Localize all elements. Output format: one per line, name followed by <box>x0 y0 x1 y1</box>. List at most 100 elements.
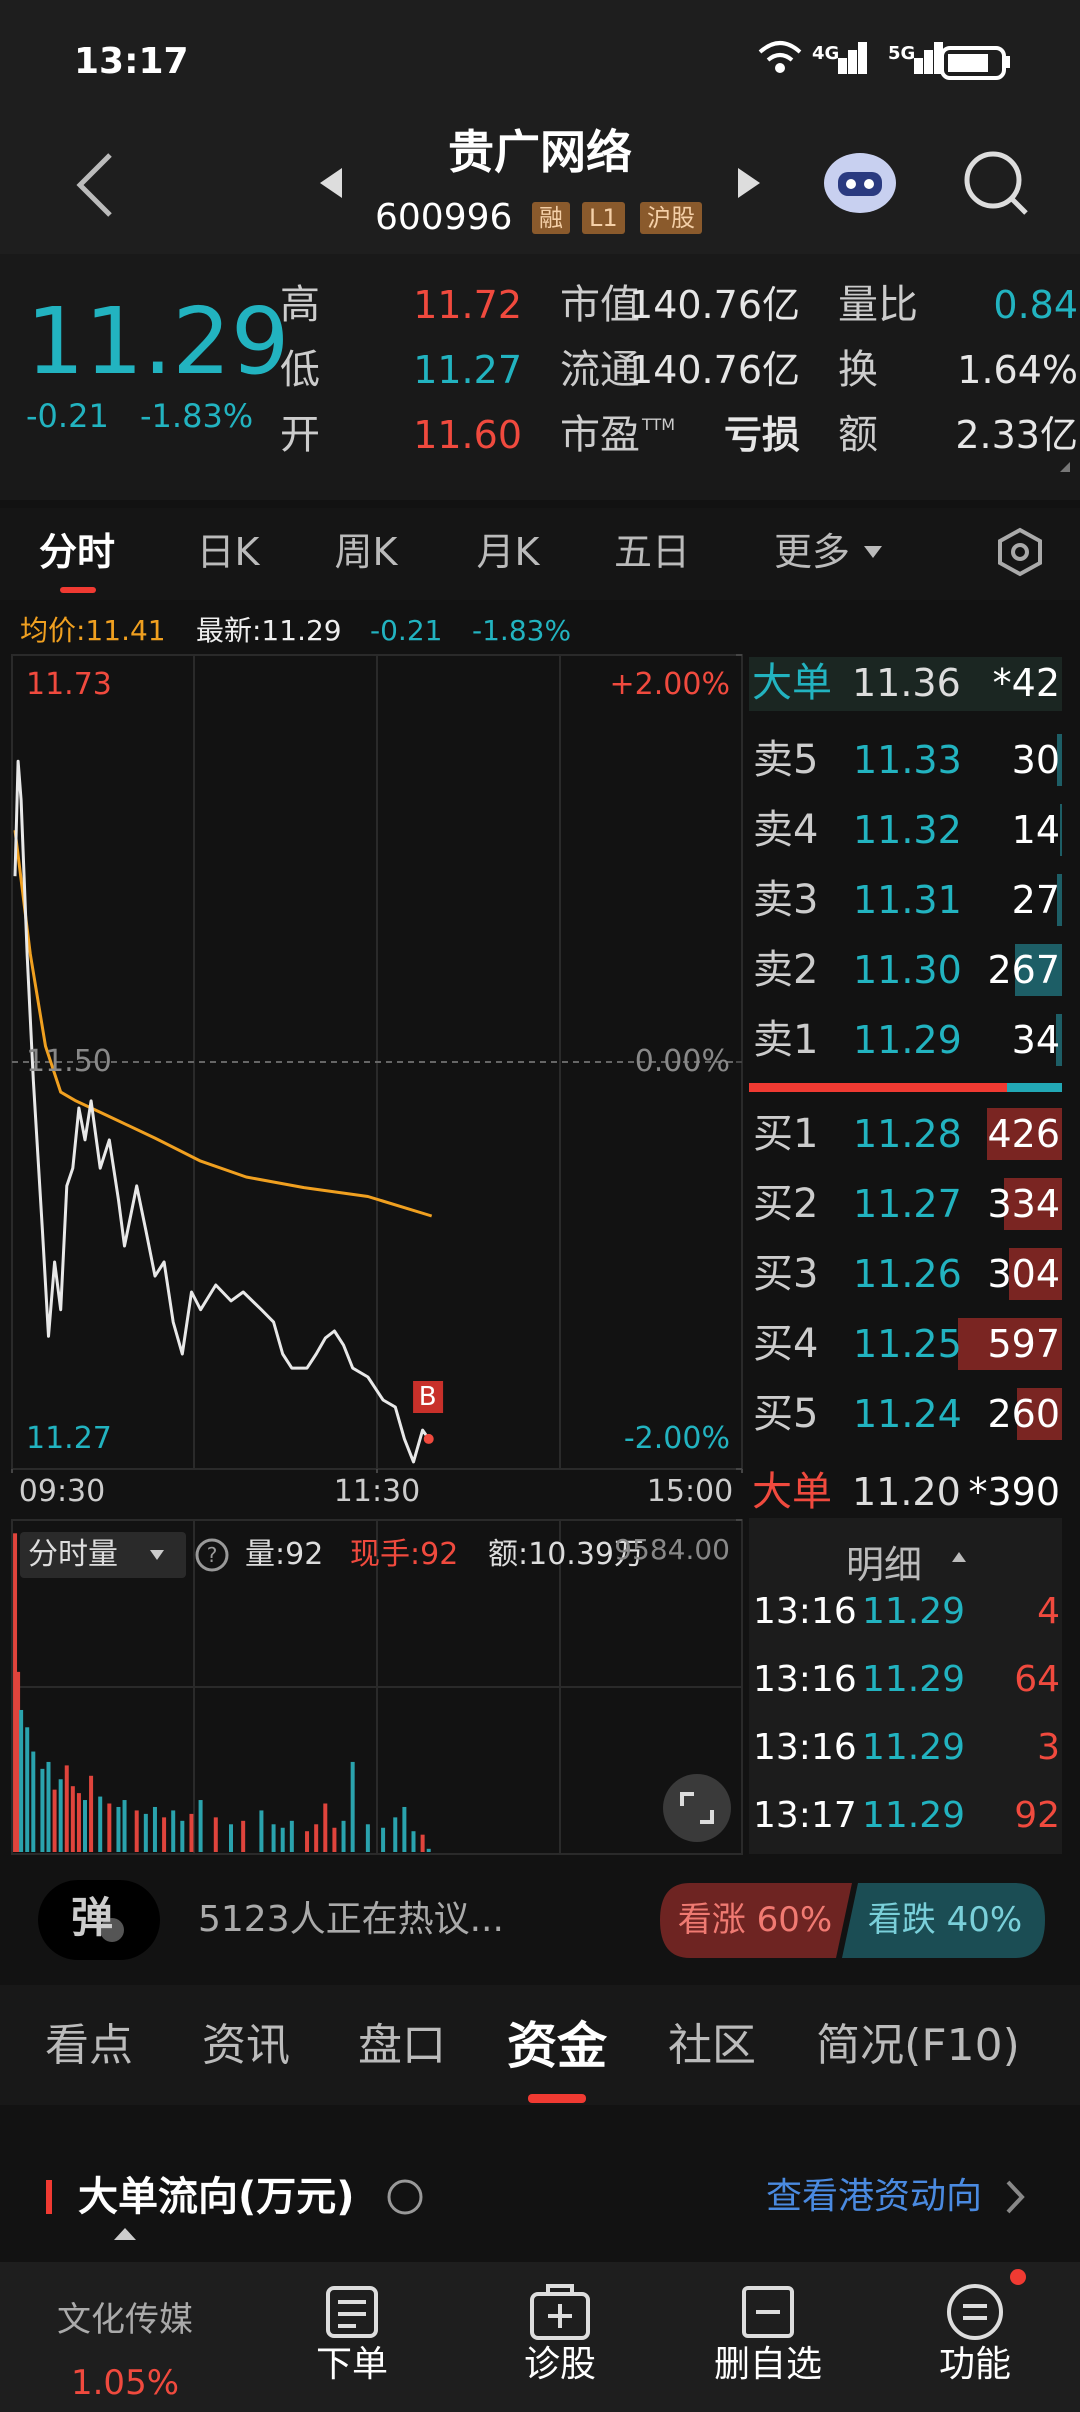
volume-bar <box>365 1824 370 1852</box>
search-button[interactable] <box>964 151 1028 215</box>
section-tab[interactable]: 社区 <box>668 2020 756 2071</box>
book-label: 卖3 <box>753 877 819 923</box>
chart-tab[interactable]: 分时 <box>38 530 116 574</box>
volume-bar <box>171 1810 176 1852</box>
depth-bar <box>1015 944 1062 996</box>
volume-bar <box>402 1806 407 1852</box>
status-icons <box>758 41 1010 80</box>
stat-label: 流通 <box>560 347 640 393</box>
discussion-text[interactable]: 5123人正在热议... <box>198 1899 504 1940</box>
quote-panel <box>0 254 1080 500</box>
section-tab[interactable]: 看点 <box>45 2020 133 2071</box>
volume-bar <box>271 1824 276 1852</box>
stat-value: 140.76亿 <box>629 348 800 392</box>
book-price: 11.24 <box>853 1392 962 1436</box>
big-order-price: 11.36 <box>852 661 961 705</box>
stat-value: 140.76亿 <box>629 283 800 327</box>
settings-dot <box>1011 543 1029 561</box>
hk-flow-link[interactable]: 查看港资动向 <box>765 2176 982 2217</box>
section-tab[interactable]: 盘口 <box>358 2020 446 2071</box>
stat-label: 换 <box>838 347 878 393</box>
volume-bar <box>411 1831 416 1852</box>
chart-tab[interactable]: 月K <box>476 530 540 574</box>
nav-item[interactable]: 功能 <box>938 2344 1012 2385</box>
stat-label: 市盈 <box>560 412 640 458</box>
stat-value: 0.84 <box>993 283 1078 327</box>
more-arrow <box>864 546 882 558</box>
back-button[interactable] <box>76 153 112 217</box>
stat-label: 高 <box>280 282 320 328</box>
book-price: 11.29 <box>853 1018 962 1062</box>
avg-price: 均价:11.41 <box>20 614 166 647</box>
chart-tab[interactable]: 日K <box>196 530 260 574</box>
help-icon[interactable] <box>195 1538 229 1572</box>
depth-bar <box>1059 804 1062 856</box>
avatar-pill[interactable] <box>38 1880 160 1960</box>
chart-tab[interactable]: 五日 <box>613 530 691 574</box>
notice-dot <box>1010 2269 1026 2285</box>
depth-bar <box>987 1108 1062 1160</box>
book-price: 11.32 <box>853 808 962 852</box>
book-volume: 14 <box>1011 808 1060 852</box>
depth-bar <box>1056 1014 1062 1066</box>
volume-bar <box>19 1709 24 1852</box>
bear-button[interactable] <box>842 1883 1045 1958</box>
prev-stock[interactable] <box>320 168 342 198</box>
bull-button[interactable] <box>660 1883 852 1958</box>
volume-bar <box>58 1779 63 1852</box>
section-title: 大单流向(万元) <box>78 2174 355 2220</box>
expand-button[interactable] <box>663 1774 731 1842</box>
bull-label[interactable]: 看涨 60% <box>677 1900 833 1940</box>
info-icon[interactable] <box>387 2179 423 2215</box>
tab-indicator <box>60 587 96 593</box>
link-chevron <box>1006 2180 1025 2214</box>
volume-bar <box>116 1806 121 1852</box>
sector-name[interactable]: 文化传媒 <box>57 2300 193 2340</box>
nav-item[interactable]: 诊股 <box>523 2344 597 2385</box>
help-glyph: ? <box>207 1543 218 1567</box>
stat-label: 市值 <box>560 282 640 328</box>
latest-change-pct: -1.83% <box>472 614 572 647</box>
volume-bar <box>98 1796 103 1852</box>
book-price: 11.33 <box>853 738 962 782</box>
book-label: 买4 <box>753 1321 819 1367</box>
y-tick-label: 11.27 <box>26 1421 112 1456</box>
avatar-badge <box>100 1918 124 1942</box>
last-price: 11.29 <box>26 288 290 395</box>
settings-button[interactable] <box>998 527 1042 577</box>
section-tab[interactable]: 资讯 <box>202 2020 290 2071</box>
volume-bar <box>162 1817 167 1852</box>
book-volume: 426 <box>987 1112 1060 1156</box>
latest-price: 最新:11.29 <box>196 614 342 647</box>
section-tab[interactable]: 简况(F10) <box>816 2020 1020 2071</box>
amount-now: 额:10.39万 <box>488 1537 644 1572</box>
volume-bar <box>31 1751 36 1852</box>
stat-label: 量比 <box>838 282 918 328</box>
nav-item[interactable]: 下单 <box>315 2344 389 2385</box>
book-volume: 34 <box>1011 1018 1060 1062</box>
depth-bar <box>957 1318 1062 1370</box>
volume-selector-label[interactable]: 分时量 <box>28 1537 118 1572</box>
bear-label[interactable]: 看跌 40% <box>867 1900 1023 1940</box>
avatar[interactable]: 弹 <box>70 1893 114 1942</box>
y-tick-label: 11.73 <box>26 667 112 702</box>
sort-arrow <box>952 1552 966 1562</box>
big-order-label: 大单 <box>752 660 832 706</box>
section-tab[interactable]: 资金 <box>507 2017 607 2075</box>
chart-tab[interactable]: 周K <box>334 530 398 574</box>
section-marker <box>46 2180 52 2214</box>
nav-item[interactable]: 删自选 <box>713 2344 823 2385</box>
volume-bar <box>289 1820 294 1852</box>
next-stock[interactable] <box>738 168 760 198</box>
chart-tab[interactable]: 更多 <box>773 530 851 574</box>
stock-name: 贵广网络 <box>448 125 632 179</box>
volume-bar <box>323 1803 328 1852</box>
stat-value: 亏损 <box>723 413 800 457</box>
volume-selector[interactable] <box>20 1532 186 1578</box>
robot-button[interactable] <box>824 153 896 213</box>
book-price: 11.31 <box>853 878 962 922</box>
badge: L1 <box>582 202 625 234</box>
ticks-title[interactable]: 明细 <box>845 1543 923 1587</box>
stat-label: 低 <box>280 347 320 393</box>
book-volume: 27 <box>1011 878 1060 922</box>
